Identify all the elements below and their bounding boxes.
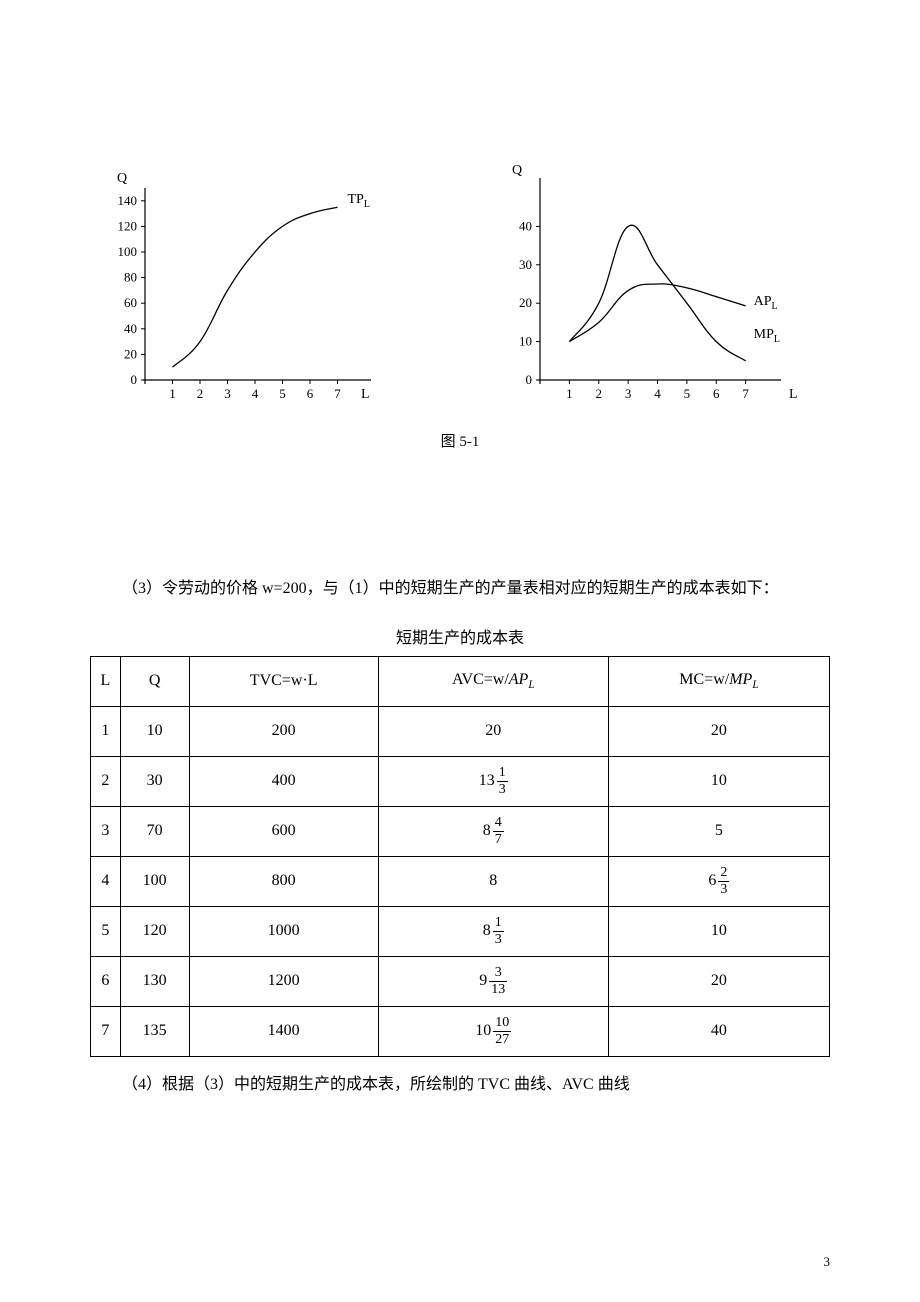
table-cell: 4 (91, 856, 121, 906)
svg-text:7: 7 (742, 386, 749, 401)
chart-left-tp: 0 20 40 60 80 100 120 140 1 2 3 4 5 6 7 Q L TPL (90, 160, 410, 420)
table-cell: 3 (91, 806, 121, 856)
table-cell: 1200 (189, 956, 378, 1006)
svg-text:7: 7 (334, 386, 341, 401)
chart-right-ap-mp: 0 10 20 30 40 1 2 3 4 5 6 7 Q L APL MPL (490, 160, 830, 420)
table-cell: 9313 (378, 956, 608, 1006)
page-number: 3 (824, 1254, 831, 1270)
table-cell: 2 (91, 756, 121, 806)
table-cell: 120 (120, 906, 189, 956)
svg-text:10: 10 (519, 334, 532, 349)
table-row: 61301200931320 (91, 956, 830, 1006)
table-cell: 10 (120, 706, 189, 756)
table-header-cell: MC=w/MPL (608, 656, 829, 706)
svg-text:60: 60 (124, 295, 137, 310)
table-cell: 623 (608, 856, 829, 906)
svg-text:20: 20 (124, 346, 137, 361)
table-cell: 30 (120, 756, 189, 806)
table-row: 3706008475 (91, 806, 830, 856)
svg-text:3: 3 (625, 386, 632, 401)
svg-text:40: 40 (124, 321, 137, 336)
svg-text:4: 4 (654, 386, 661, 401)
table-title: 短期生产的成本表 (90, 624, 830, 648)
table-row: 230400131310 (91, 756, 830, 806)
table-cell: 101027 (378, 1006, 608, 1056)
svg-text:30: 30 (519, 257, 532, 272)
table-cell: 847 (378, 806, 608, 856)
table-header-cell: Q (120, 656, 189, 706)
paragraph-4: （4）根据（3）中的短期生产的成本表，所绘制的 TVC 曲线、AVC 曲线 (90, 1067, 830, 1104)
svg-text:APL: APL (754, 294, 778, 312)
table-header-row: LQTVC=w·LAVC=w/APLMC=w/MPL (91, 656, 830, 706)
svg-text:4: 4 (252, 386, 259, 401)
svg-text:2: 2 (596, 386, 603, 401)
table-row: 5120100081310 (91, 906, 830, 956)
table-cell: 20 (608, 706, 829, 756)
table-cell: 20 (378, 706, 608, 756)
svg-text:5: 5 (684, 386, 691, 401)
table-cell: 5 (91, 906, 121, 956)
table-cell: 813 (378, 906, 608, 956)
svg-text:TPL: TPL (348, 192, 370, 210)
svg-text:MPL: MPL (754, 327, 780, 345)
table-cell: 8 (378, 856, 608, 906)
table-cell: 6 (91, 956, 121, 1006)
svg-text:L: L (789, 387, 798, 402)
figure-caption: 图 5-1 (90, 430, 830, 451)
svg-text:L: L (361, 387, 370, 402)
svg-text:2: 2 (197, 386, 204, 401)
table-cell: 1313 (378, 756, 608, 806)
svg-text:Q: Q (512, 163, 522, 178)
table-header-cell: TVC=w·L (189, 656, 378, 706)
svg-text:100: 100 (118, 244, 138, 259)
table-cell: 1000 (189, 906, 378, 956)
table-cell: 20 (608, 956, 829, 1006)
table-cell: 70 (120, 806, 189, 856)
table-row: 7135140010102740 (91, 1006, 830, 1056)
table-cell: 1 (91, 706, 121, 756)
table-cell: 135 (120, 1006, 189, 1056)
charts-row: 0204060801001201401234567QLTPL 010203040… (90, 160, 830, 420)
svg-text:0: 0 (131, 372, 138, 387)
svg-text:0: 0 (526, 372, 533, 387)
table-cell: 400 (189, 756, 378, 806)
table-header-cell: AVC=w/APL (378, 656, 608, 706)
table-cell: 1400 (189, 1006, 378, 1056)
svg-text:20: 20 (519, 295, 532, 310)
svg-text:40: 40 (519, 218, 532, 233)
svg-text:6: 6 (307, 386, 314, 401)
svg-text:1: 1 (566, 386, 573, 401)
svg-text:140: 140 (118, 193, 138, 208)
table-header-cell: L (91, 656, 121, 706)
table-row: 1102002020 (91, 706, 830, 756)
svg-text:1: 1 (169, 386, 176, 401)
table-cell: 600 (189, 806, 378, 856)
svg-text:5: 5 (279, 386, 286, 401)
cost-table: LQTVC=w·LAVC=w/APLMC=w/MPL11020020202304… (90, 656, 830, 1057)
table-cell: 10 (608, 906, 829, 956)
svg-text:Q: Q (117, 171, 127, 186)
table-cell: 40 (608, 1006, 829, 1056)
table-cell: 800 (189, 856, 378, 906)
table-cell: 7 (91, 1006, 121, 1056)
table-cell: 100 (120, 856, 189, 906)
svg-text:6: 6 (713, 386, 720, 401)
paragraph-3: （3）令劳动的价格 w=200，与（1）中的短期生产的产量表相对应的短期生产的成… (90, 571, 830, 608)
svg-text:80: 80 (124, 270, 137, 285)
svg-text:3: 3 (224, 386, 231, 401)
table-cell: 130 (120, 956, 189, 1006)
table-cell: 200 (189, 706, 378, 756)
table-cell: 5 (608, 806, 829, 856)
svg-text:120: 120 (118, 218, 138, 233)
table-row: 41008008623 (91, 856, 830, 906)
table-cell: 10 (608, 756, 829, 806)
